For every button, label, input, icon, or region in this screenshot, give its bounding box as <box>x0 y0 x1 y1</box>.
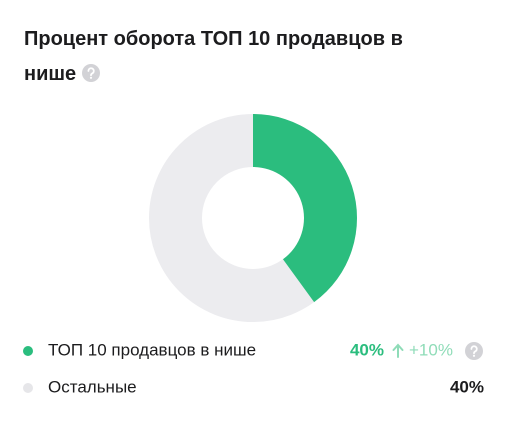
help-icon[interactable] <box>82 64 101 82</box>
change-arrow <box>392 343 404 358</box>
chart-title: Процент оборота ТОП 10 продавцов в нише <box>24 28 403 85</box>
legend-dot <box>23 346 33 356</box>
help-icon-dot <box>472 354 476 357</box>
legend-dot <box>23 383 33 393</box>
donut-slice <box>253 114 358 303</box>
title-block: Процент оборота ТОП 10 продавцов в нише <box>24 22 444 92</box>
change-value: +10% <box>409 340 453 359</box>
legend-label: Остальные <box>48 377 137 396</box>
legend-value: 40% <box>350 340 384 359</box>
help-icon[interactable] <box>465 342 483 360</box>
help-icon-bg <box>465 342 483 360</box>
legend-label: ТОП 10 продавцов в нише <box>48 340 256 359</box>
legend-value: 40% <box>450 377 484 396</box>
help-icon-mark <box>470 345 478 355</box>
